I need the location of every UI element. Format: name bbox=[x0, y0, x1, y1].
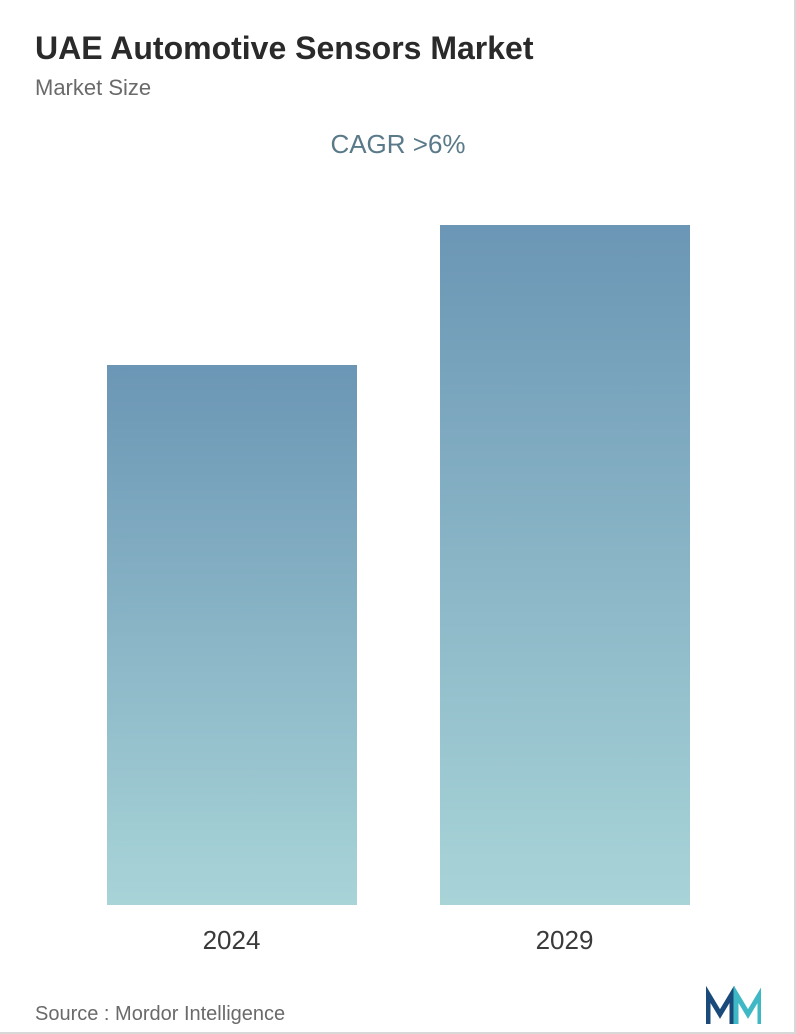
chart-subtitle: Market Size bbox=[35, 75, 761, 101]
bar-2029 bbox=[440, 225, 690, 905]
chart-container: UAE Automotive Sensors Market Market Siz… bbox=[0, 0, 796, 1034]
bar-label-2024: 2024 bbox=[203, 925, 261, 956]
cagr-label: CAGR bbox=[330, 129, 412, 159]
bar-2024 bbox=[107, 365, 357, 905]
bar-group-1: 2029 bbox=[425, 225, 705, 956]
source-text: Source : Mordor Intelligence bbox=[35, 1003, 285, 1026]
cagr-value: >6% bbox=[413, 129, 466, 159]
chart-title: UAE Automotive Sensors Market bbox=[35, 30, 761, 67]
chart-plot-area: 2024 2029 bbox=[35, 225, 761, 956]
mordor-logo-icon bbox=[706, 986, 761, 1026]
bar-group-0: 2024 bbox=[92, 365, 372, 956]
chart-footer: Source : Mordor Intelligence bbox=[35, 971, 761, 1026]
bar-label-2029: 2029 bbox=[536, 925, 594, 956]
cagr-text: CAGR >6% bbox=[35, 129, 761, 160]
